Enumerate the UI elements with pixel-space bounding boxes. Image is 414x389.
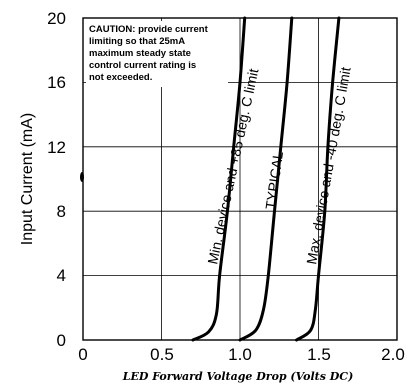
caution-line-3: maximum steady state [89, 48, 191, 59]
curves [191, 16, 341, 342]
x-tick-label: 1.0 [228, 345, 252, 364]
series-label-min: Min. device and +85 deg. C limit [204, 67, 261, 266]
caution-line-5: not exceeded. [89, 72, 152, 83]
caution-line-2: limiting so that 25mA [89, 36, 185, 47]
y-tick-label: 20 [47, 9, 66, 28]
x-tick-label: 0.5 [150, 345, 174, 364]
x-tick-label: 2.0 [381, 345, 405, 364]
series-typical-curve [238, 16, 294, 342]
series-label-max: Max. device and -40 deg. C limit [303, 66, 354, 266]
y-tick-label: 12 [47, 138, 66, 157]
caution-annotation: CAUTION: provide current limiting so tha… [86, 21, 228, 87]
x-tick-label: 1.5 [307, 345, 331, 364]
series-min-curve [191, 16, 247, 342]
y-tick-label: 16 [47, 73, 66, 92]
axis-marker [80, 172, 84, 182]
y-tick-label: 4 [57, 266, 66, 285]
y-tick-labels: 20 16 12 8 4 0 [47, 9, 66, 350]
caution-line-4: control current rating is [89, 60, 196, 71]
series-label-typical: TYPICAL [262, 150, 286, 210]
x-tick-labels: 0 0.5 1.0 1.5 2.0 [78, 345, 405, 364]
caution-line-1: CAUTION: provide current [89, 24, 209, 35]
y-tick-label: 0 [57, 331, 66, 350]
y-axis-label: Input Current (mA) [19, 113, 36, 245]
y-tick-label: 8 [57, 202, 66, 221]
series-max-curve [295, 16, 341, 342]
x-tick-label: 0 [78, 345, 87, 364]
x-axis-label: LED Forward Voltage Drop (Volts DC) [122, 370, 354, 383]
